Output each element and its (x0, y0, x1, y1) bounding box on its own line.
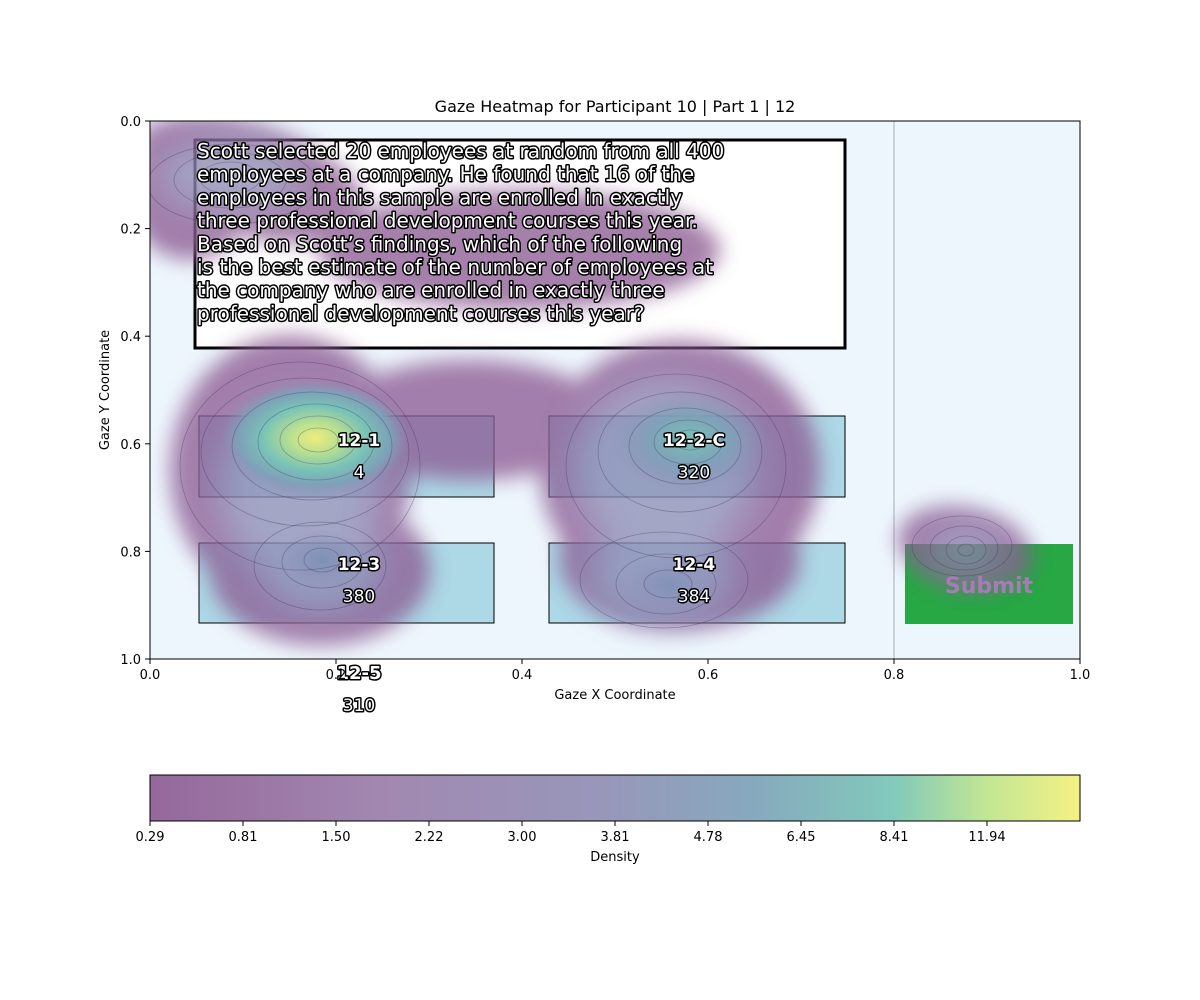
question-line: professional development courses this ye… (197, 301, 645, 325)
option-12-4-value: 384 (678, 587, 710, 607)
colorbar (150, 775, 1080, 821)
colorbar-tick-label: 0.81 (229, 830, 258, 845)
colorbar-tick-label: 3.81 (601, 830, 630, 845)
density-overlay (150, 121, 1033, 645)
colorbar-tick-label: 11.94 (968, 830, 1005, 845)
colorbar-tick-label: 6.45 (787, 830, 816, 845)
y-tick-label: 1.0 (120, 653, 141, 668)
y-tick-label: 0.6 (120, 438, 141, 453)
submit-label: Submit (945, 574, 1034, 599)
option-12-1-id: 12-1 (338, 431, 381, 451)
option-12-2-c-value: 320 (678, 463, 710, 483)
question-line: Scott selected 20 employees at random fr… (197, 139, 724, 163)
colorbar-ticks: 0.29 0.81 1.50 2.22 3.00 3.81 4.78 6.45 8.41 11.9… (136, 821, 1006, 845)
question-text: Scott selected 20 employees at random fr… (196, 138, 726, 327)
option-12-5-value: 310 (343, 696, 375, 716)
x-tick-label: 0.4 (512, 668, 533, 683)
option-12-1-value: 4 (354, 463, 365, 483)
question-line: three professional development courses t… (197, 209, 698, 233)
x-tick-label: 0.2 (326, 668, 347, 683)
question-line: the company who are enrolled in exactly … (197, 278, 665, 302)
y-tick-label: 0.0 (120, 115, 141, 130)
hotspot-12-1 (220, 380, 410, 496)
option-12-3-id: 12-3 (338, 555, 381, 575)
colorbar-tick-label: 4.78 (694, 830, 723, 845)
question-line: employees in this sample are enrolled in… (197, 185, 682, 209)
colorbar-tick-label: 0.29 (136, 830, 165, 845)
x-tick-label: 0.6 (698, 668, 719, 683)
question-line: Based on Scott’s findings, which of the … (197, 232, 682, 256)
y-axis-label: Gaze Y Coordinate (98, 330, 113, 450)
contour-lines (150, 143, 1013, 629)
chart-title: Gaze Heatmap for Participant 10 | Part 1… (435, 97, 796, 116)
question-line: employees at a company. He found that 16… (197, 162, 694, 186)
question-line: is the best estimate of the number of em… (197, 255, 713, 279)
option-12-3-value: 380 (343, 587, 375, 607)
colorbar-tick-label: 3.00 (508, 830, 537, 845)
y-tick-label: 0.4 (120, 330, 141, 345)
hotspot-12-2 (610, 390, 770, 490)
colorbar-tick-label: 1.50 (322, 830, 351, 845)
x-tick-label: 0.0 (140, 668, 161, 683)
option-12-2-c-id: 12-2-C (663, 431, 725, 451)
x-tick-label: 1.0 (1070, 668, 1091, 683)
colorbar-tick-label: 8.41 (880, 830, 909, 845)
x-axis: 0.0 0.2 0.4 0.6 0.8 1.0 (140, 659, 1091, 683)
x-tick-label: 0.8 (884, 668, 905, 683)
option-labels: 12-1 4 12-2-C 320 12-3 380 12-4 384 12-5… (335, 430, 727, 718)
option-12-5-id: 12-5 (336, 663, 381, 684)
colorbar-label: Density (590, 850, 640, 865)
y-tick-label: 0.2 (120, 223, 141, 238)
y-tick-label: 0.8 (120, 545, 141, 560)
colorbar-tick-label: 2.22 (415, 830, 444, 845)
plot-frame (149, 120, 1081, 660)
x-axis-label: Gaze X Coordinate (554, 688, 675, 703)
y-axis: 0.0 0.2 0.4 0.6 0.8 1.0 (120, 115, 150, 668)
option-12-4-id: 12-4 (673, 555, 716, 575)
